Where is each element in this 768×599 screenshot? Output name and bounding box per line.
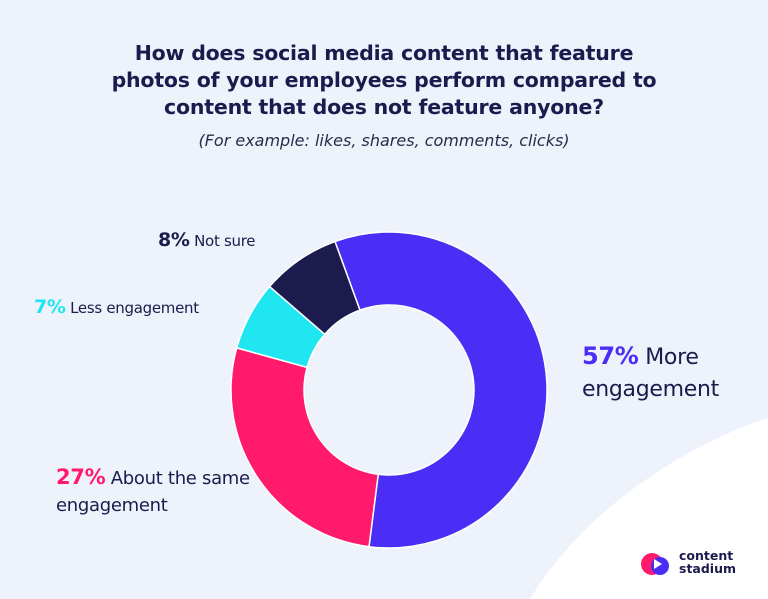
category-label: Less engagement <box>70 299 199 317</box>
slice-label: 57% More engagement <box>582 340 752 406</box>
category-label: About the same engagement <box>56 468 250 516</box>
value-label: 7% <box>34 296 66 318</box>
brand-text: content <box>679 548 734 563</box>
value-label: 57% <box>582 342 639 370</box>
brand-text: stadium <box>679 561 737 576</box>
chart-subtitle: (For example: likes, shares, comments, c… <box>198 131 570 150</box>
slice-label: 8% Not sure <box>158 229 308 252</box>
donut-slice <box>230 346 380 548</box>
category-label: Not sure <box>194 232 256 250</box>
brand-icon <box>641 553 669 575</box>
slice-label: 7% Less engagement <box>34 296 254 319</box>
chart-title: How does social media content that featu… <box>111 41 657 119</box>
value-label: 8% <box>158 229 190 251</box>
background-shape <box>530 418 768 599</box>
donut <box>230 231 548 549</box>
donut-slice <box>333 231 548 549</box>
donut-slice <box>268 240 361 336</box>
category-label: More engagement <box>582 345 719 402</box>
brand-logo: content stadium <box>679 549 736 575</box>
value-label: 27% <box>56 465 106 489</box>
slice-label: 27% About the same engagement <box>56 464 256 519</box>
